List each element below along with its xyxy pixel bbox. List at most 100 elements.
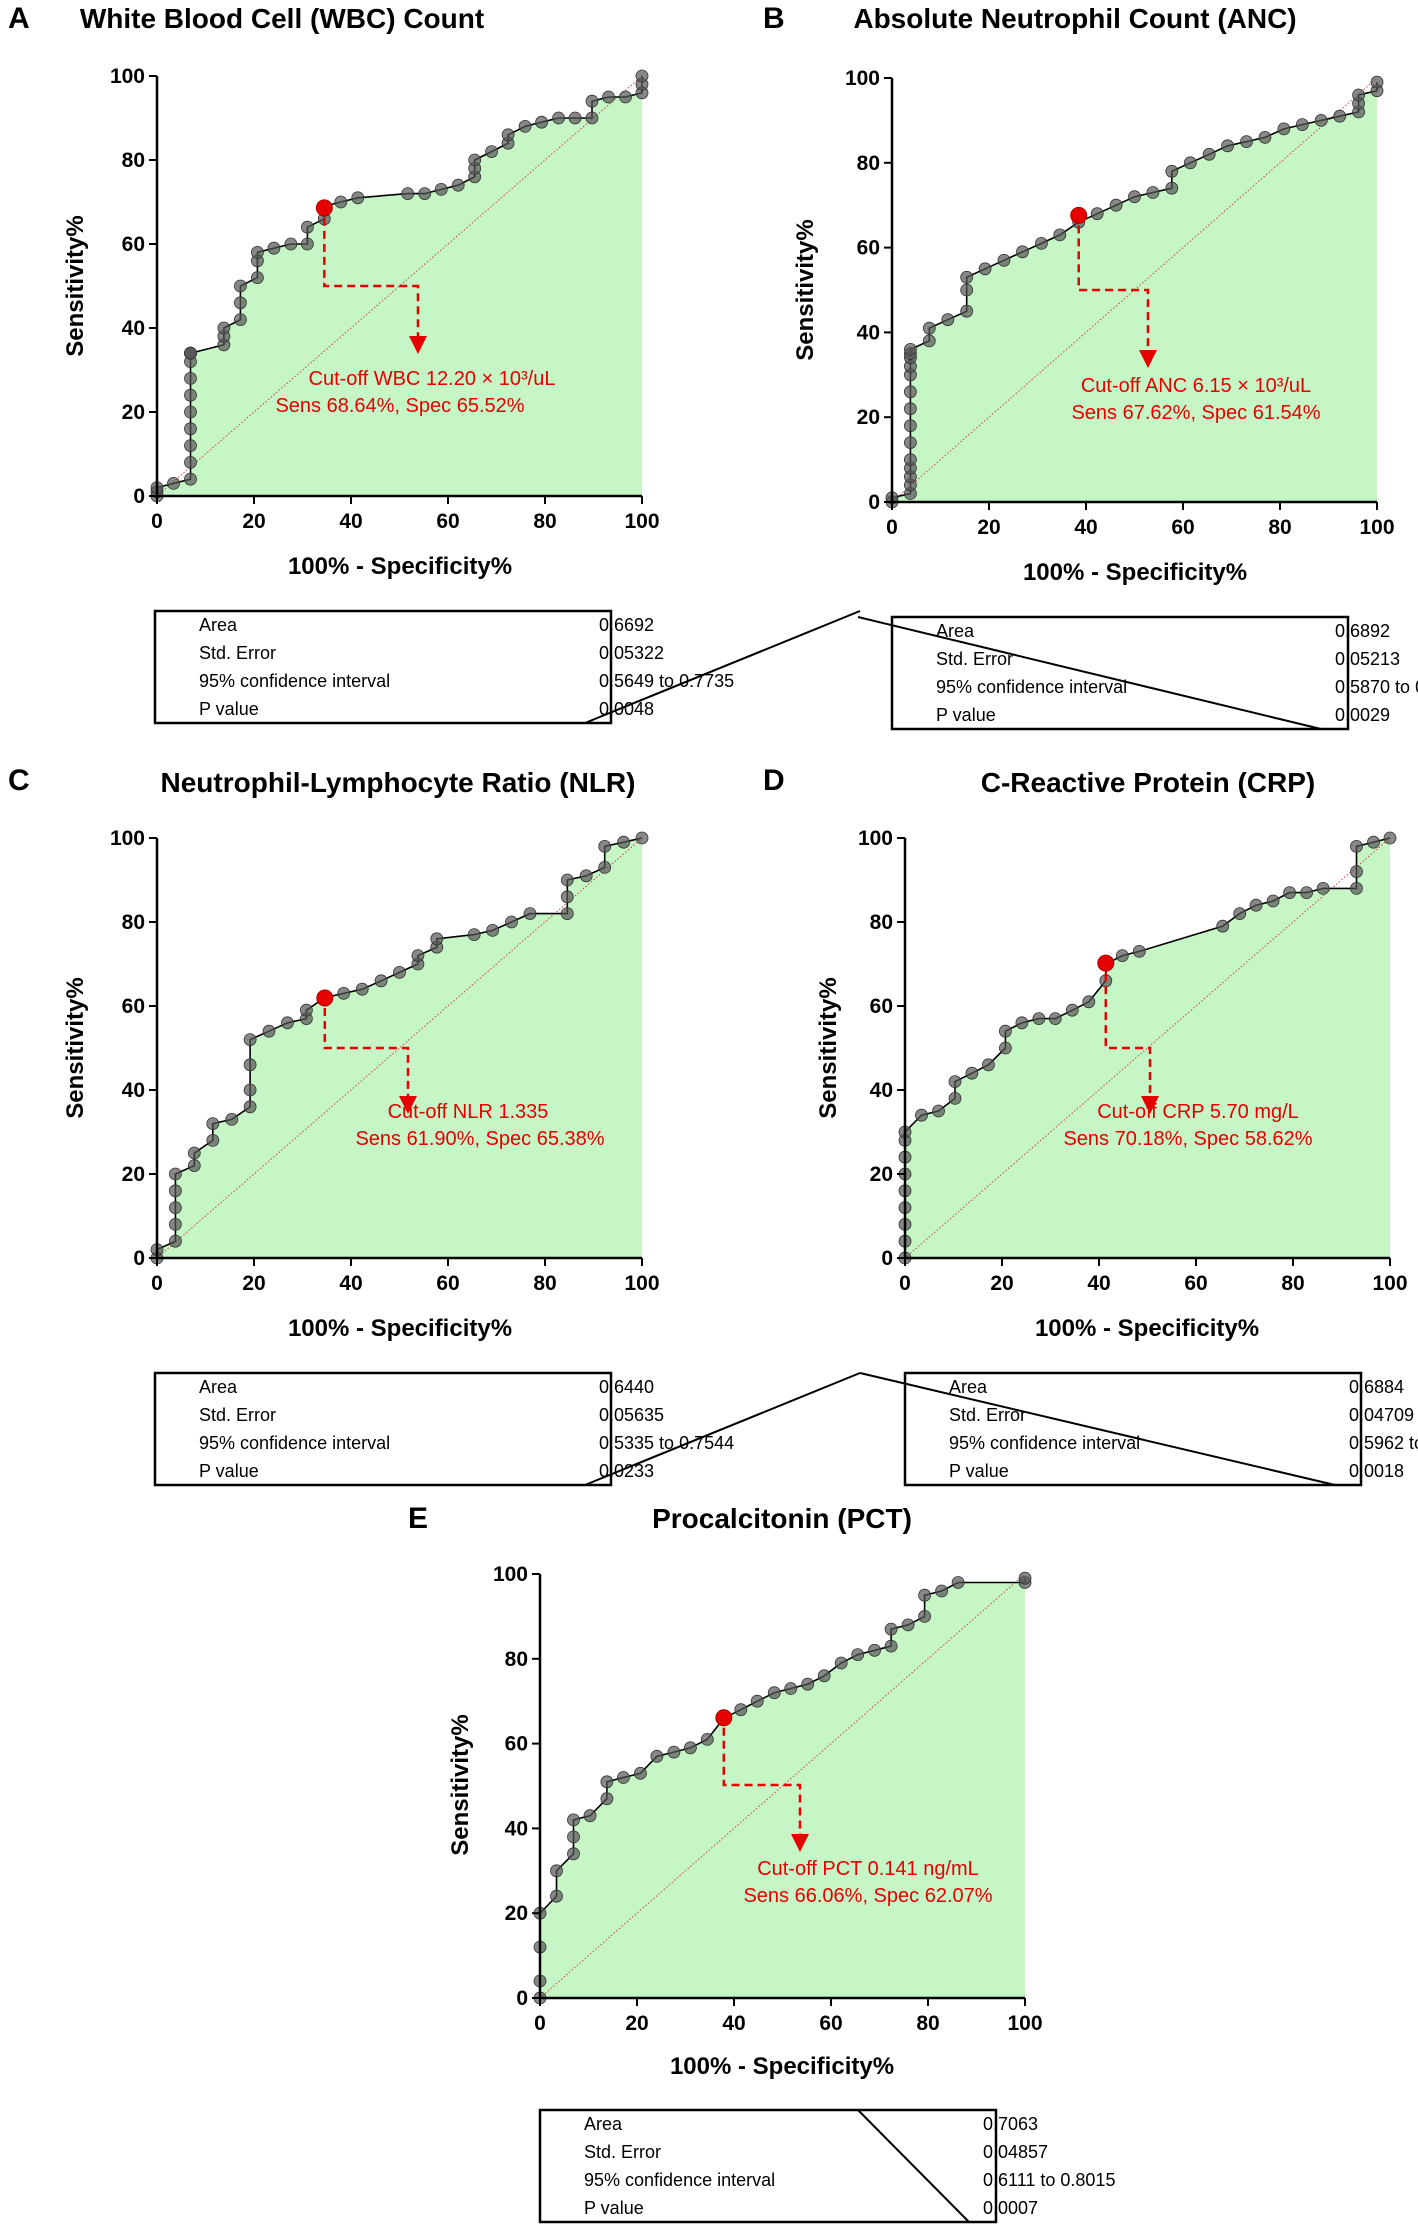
roc-point bbox=[451, 178, 465, 192]
roc-point bbox=[1065, 1003, 1079, 1017]
y-tick-label: 20 bbox=[505, 1902, 528, 1925]
stats-label: 95% confidence interval bbox=[199, 1433, 390, 1453]
y-tick-label: 20 bbox=[870, 1163, 893, 1186]
stats-value: 0.04857 bbox=[983, 2142, 1048, 2162]
roc-point bbox=[560, 907, 574, 920]
roc-point bbox=[1367, 835, 1380, 849]
roc-point bbox=[1221, 139, 1234, 153]
stats-value: 0.05213 bbox=[1335, 649, 1400, 669]
roc-point bbox=[284, 237, 298, 251]
y-tick-label: 40 bbox=[122, 1079, 145, 1102]
stats-table: Area 0.6440 Std. Error 0.05635 95% confidenc… bbox=[153, 1371, 861, 1487]
roc-point bbox=[560, 873, 574, 887]
x-tick-label: 40 bbox=[339, 510, 362, 533]
stats-value: 0.7063 bbox=[983, 2114, 1038, 2134]
stats-table-border bbox=[903, 1371, 1363, 1487]
roc-point bbox=[184, 405, 197, 419]
y-tick-label: 20 bbox=[857, 406, 880, 429]
roc-point bbox=[960, 304, 974, 318]
y-tick-label: 60 bbox=[870, 995, 893, 1018]
roc-point bbox=[300, 237, 314, 251]
x-tick-label: 20 bbox=[242, 510, 265, 533]
chart-title: Procalcitonin (PCT) bbox=[652, 1503, 912, 1534]
roc-point bbox=[904, 402, 917, 416]
y-tick-label: 0 bbox=[133, 1247, 145, 1270]
roc-point bbox=[393, 966, 406, 979]
roc-point bbox=[1233, 907, 1247, 920]
roc-point bbox=[168, 1167, 182, 1181]
roc-point bbox=[1165, 181, 1179, 195]
stats-label: 95% confidence interval bbox=[199, 671, 390, 691]
roc-point bbox=[801, 1677, 815, 1691]
roc-point bbox=[817, 1669, 831, 1683]
y-tick-label: 100 bbox=[493, 1563, 528, 1586]
roc-point bbox=[734, 1703, 748, 1717]
roc-point bbox=[868, 1643, 881, 1657]
y-tick-label: 100 bbox=[858, 827, 893, 850]
roc-point bbox=[750, 1694, 764, 1708]
roc-point bbox=[598, 840, 612, 853]
roc-point bbox=[567, 1847, 580, 1861]
roc-point bbox=[965, 1066, 979, 1080]
roc-point bbox=[922, 334, 936, 348]
stats-label: P value bbox=[199, 1461, 259, 1481]
roc-point bbox=[1183, 156, 1197, 170]
roc-point bbox=[1258, 130, 1272, 144]
y-tick-label: 0 bbox=[133, 485, 145, 508]
roc-point bbox=[206, 1117, 220, 1130]
roc-point bbox=[243, 1033, 257, 1046]
cutoff-annotation: Cut-off ANC 6.15 × 10³/uL bbox=[1081, 375, 1311, 397]
x-tick-label: 100 bbox=[624, 510, 659, 533]
x-axis-label: 100% - Specificity% bbox=[1023, 559, 1247, 586]
roc-point bbox=[351, 191, 365, 205]
roc-point bbox=[501, 128, 515, 142]
x-tick-label: 20 bbox=[977, 516, 1000, 539]
stats-label: Std. Error bbox=[584, 2142, 661, 2162]
roc-point bbox=[374, 974, 388, 988]
stats-table-border bbox=[538, 2108, 998, 2224]
roc-point bbox=[1370, 75, 1384, 89]
stats-value: 0.0233 bbox=[599, 1461, 654, 1481]
roc-point bbox=[1082, 995, 1096, 1009]
y-tick-label: 60 bbox=[857, 237, 880, 260]
stats-table-divider bbox=[857, 2109, 970, 2223]
roc-point bbox=[635, 831, 649, 845]
roc-point bbox=[1035, 236, 1048, 250]
cutoff-point bbox=[1097, 954, 1115, 972]
y-tick-label: 40 bbox=[505, 1817, 528, 1840]
reference-diagonal bbox=[539, 1573, 1026, 1999]
roc-point bbox=[267, 241, 281, 255]
y-tick-label: 0 bbox=[881, 1247, 893, 1270]
x-tick-label: 100 bbox=[1007, 2012, 1042, 2035]
roc-point bbox=[598, 861, 612, 874]
roc-point bbox=[567, 1813, 580, 1827]
roc-point bbox=[250, 245, 264, 259]
stats-label: Std. Error bbox=[936, 649, 1013, 669]
x-tick-label: 0 bbox=[151, 1272, 163, 1295]
roc-point bbox=[262, 1024, 276, 1038]
stats-table-divider bbox=[857, 616, 1322, 730]
roc-panel-e: E Procalcitonin (PCT) 0 20 40 60 80 100 0 20 40 60 8… bbox=[408, 1502, 1115, 2224]
roc-point bbox=[467, 928, 481, 941]
cutoff-leader bbox=[1077, 225, 1150, 354]
x-tick-label: 0 bbox=[899, 1272, 911, 1295]
roc-panel-d: D C-Reactive Protein (CRP) 0 20 40 60 80 100 0 20… bbox=[763, 764, 1418, 1487]
roc-point bbox=[904, 342, 917, 356]
stats-value: 0.6440 bbox=[599, 1377, 654, 1397]
roc-point bbox=[434, 182, 448, 196]
roc-point bbox=[250, 271, 264, 285]
roc-point bbox=[1316, 882, 1330, 895]
x-tick-label: 60 bbox=[1184, 1272, 1207, 1295]
cutoff-arrowhead bbox=[399, 1096, 417, 1114]
roc-point bbox=[568, 111, 582, 125]
roc-point bbox=[334, 195, 348, 209]
x-tick-label: 60 bbox=[1171, 516, 1194, 539]
roc-point bbox=[485, 145, 499, 159]
stats-table-divider bbox=[584, 610, 861, 724]
roc-point bbox=[1053, 228, 1067, 242]
x-tick-label: 20 bbox=[990, 1272, 1013, 1295]
roc-point bbox=[184, 346, 197, 360]
roc-point bbox=[1283, 886, 1296, 899]
roc-point bbox=[560, 890, 574, 904]
